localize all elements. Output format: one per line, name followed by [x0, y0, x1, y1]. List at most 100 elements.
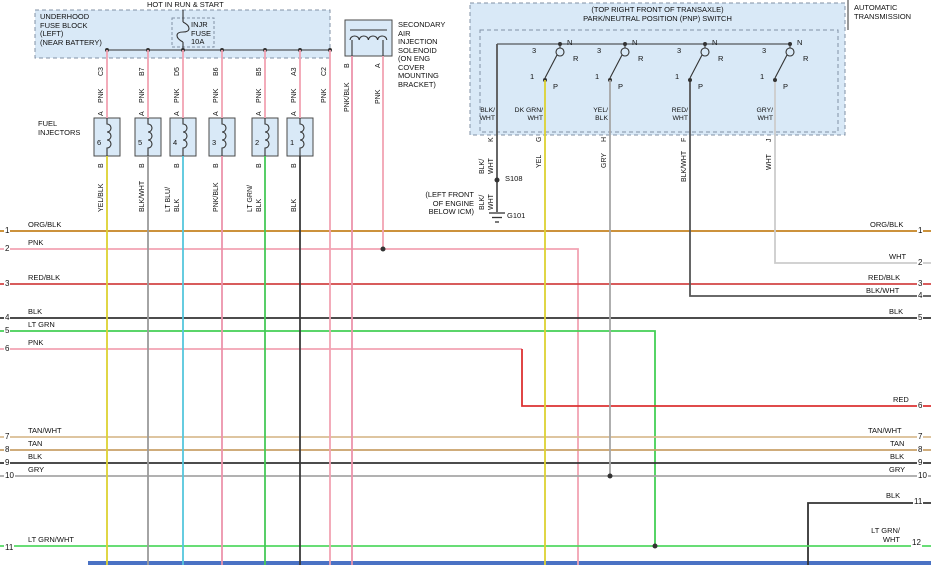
wire-label-right: TAN/WHT — [868, 426, 902, 435]
pnp-pos-n: N — [797, 38, 803, 47]
pnp-pos-n: N — [712, 38, 718, 47]
wire-num-right: 5 — [917, 313, 924, 323]
pnp-pos-r: R — [803, 54, 809, 63]
out-wire-color: LT GRN/ BLK — [247, 185, 263, 212]
pnp-output-wires — [496, 44, 611, 565]
wire-label-right: WHT — [889, 252, 907, 261]
wire-num-left: 3 — [4, 279, 11, 289]
pnp-inner-wire-label: DK GRN/ WHT — [514, 107, 543, 122]
wire-num-left: 5 — [4, 326, 11, 336]
feed-wire-color: PNK — [256, 88, 263, 103]
injector-number: 5 — [138, 138, 143, 147]
fuel-injectors-label: FUEL INJECTORS — [38, 119, 81, 137]
out-pin: B — [291, 163, 298, 168]
pnp-pos-r: R — [573, 54, 579, 63]
ground-label: G101 — [507, 211, 526, 220]
out-wire-color: YEL/BLK — [98, 183, 105, 212]
out-pin: B — [256, 163, 263, 168]
injector-number: 1 — [290, 138, 295, 147]
injector-number: 2 — [255, 138, 260, 147]
pnp-internals — [497, 43, 795, 79]
wire-num-right: 1 — [917, 226, 924, 236]
fuse-sub-box — [171, 17, 215, 48]
pnp-pin: G — [536, 136, 543, 142]
feed-pin: A — [139, 111, 146, 116]
pnp-wiper-2 — [609, 54, 623, 79]
wire-label-right: BLK/WHT — [866, 286, 900, 295]
pnp-pos-1: 1 — [530, 72, 535, 81]
pnp-pos-p: P — [698, 82, 704, 91]
pnp-inner-wire-label: GRY/ WHT — [756, 107, 774, 122]
wire-pnk-2 — [0, 248, 579, 565]
feed-wire-color: PNK — [321, 88, 328, 103]
pnp-inner-wire-label: RED/ WHT — [671, 107, 688, 122]
wire-num-left: 1 — [4, 226, 11, 236]
wire-num-right: 9 — [917, 458, 924, 468]
fuse-symbol — [176, 21, 190, 43]
out-pin: B — [139, 163, 146, 168]
feed-pin: A — [291, 111, 298, 116]
ground-symbol — [489, 212, 505, 223]
wire-num-right: 7 — [917, 432, 924, 442]
fuse-pin-label: B6 — [213, 67, 220, 76]
wire-num-right: 4 — [917, 291, 924, 301]
out-wire-color: BLK — [291, 198, 298, 212]
feed-pin: A — [213, 111, 220, 116]
feed-pin: A — [256, 111, 263, 116]
out-wire-color: BLK/WHT — [139, 180, 146, 212]
pnp-inner-wire-label: BLK/ WHT — [479, 107, 495, 122]
solenoid-pin: B — [344, 63, 351, 68]
pnp-pos-3: 3 — [532, 46, 537, 55]
pnp-switch-box — [469, 2, 846, 136]
pnp-pos-1: 1 — [595, 72, 600, 81]
wire-red — [521, 349, 931, 407]
pnp-pos-p: P — [553, 82, 559, 91]
fuse-name-label: INJR FUSE 10A — [191, 20, 212, 46]
feed-pin: A — [174, 111, 181, 116]
feed-wire-color: PNK — [139, 88, 146, 103]
bottom-edge-bar — [88, 561, 931, 565]
pnp-pin: F — [681, 137, 688, 142]
wire-num-right: 11 — [913, 497, 924, 507]
pnp-pos-n: N — [567, 38, 573, 47]
wire-num-left: 9 — [4, 458, 11, 468]
wire-num-left: 2 — [4, 244, 11, 254]
wire-label-right: ORG/BLK — [870, 220, 904, 229]
wire-label-right: GRY — [889, 465, 906, 474]
pnp-inner-box — [479, 29, 839, 133]
wire-label-right: BLK — [890, 452, 905, 461]
injector-coil-symbols — [106, 118, 305, 156]
fuse-pin-label: C3 — [98, 67, 105, 76]
pnp-pos-3: 3 — [597, 46, 602, 55]
fuse-pin-label: B7 — [139, 67, 146, 76]
wire-label-left: LT GRN — [28, 320, 55, 329]
pnp-pivot-4 — [785, 47, 795, 57]
wire-num-right: 2 — [917, 258, 924, 268]
ground-wire-color: BLK/ WHT — [479, 194, 495, 210]
pnp-pos-3: 3 — [677, 46, 682, 55]
wire-label-left: TAN — [28, 439, 43, 448]
pnp-pos-3: 3 — [762, 46, 767, 55]
pnp-wire-color: GRY — [601, 152, 608, 168]
wire-wht — [774, 80, 931, 264]
fuse-pin-label: D5 — [174, 67, 181, 76]
pnp-pos-r: R — [718, 54, 724, 63]
wire-num-right: 8 — [917, 445, 924, 455]
wire-label-right: BLK — [889, 307, 904, 316]
pnp-pivot-1 — [555, 47, 565, 57]
wire-num-left: 8 — [4, 445, 11, 455]
pnp-wiper-4 — [774, 54, 788, 79]
wire-num-right: 6 — [917, 401, 924, 411]
pnp-wire-color: YEL — [536, 154, 543, 168]
wire-blk-wht-right — [689, 80, 931, 297]
out-pin: B — [174, 163, 181, 168]
feed-wire-color: PNK — [98, 88, 105, 103]
out-pin: B — [98, 163, 105, 168]
pnp-title: (TOP RIGHT FRONT OF TRANSAXLE) PARK/NEUT… — [583, 5, 732, 23]
wire-label-right: BLK — [886, 491, 901, 500]
injector-number: 3 — [212, 138, 217, 147]
injector-output-wires — [106, 156, 301, 565]
splice-s108-dot — [494, 177, 500, 183]
